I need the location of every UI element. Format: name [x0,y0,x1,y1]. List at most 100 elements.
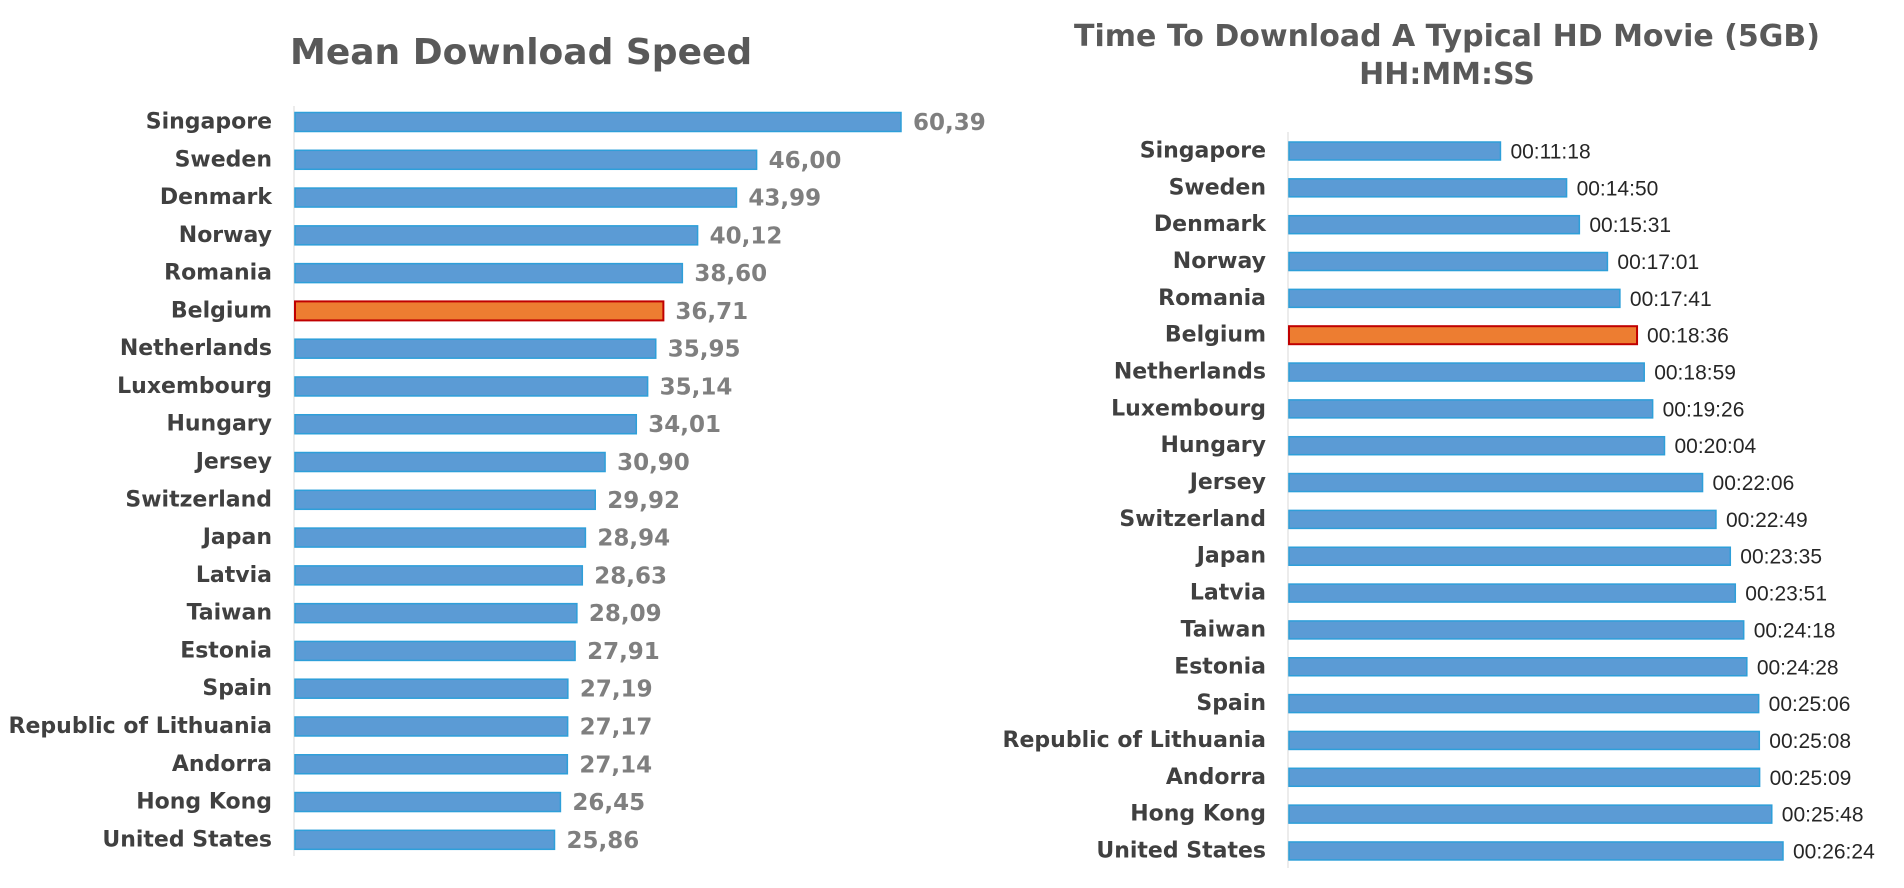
bar [1288,362,1645,382]
bar [1288,435,1666,456]
category-label: Norway [179,223,272,248]
bar [294,565,584,586]
data-label: 00:11:18 [1510,141,1590,164]
data-label: 00:23:35 [1740,546,1822,569]
data-label: 27,17 [580,714,653,740]
chart-subtitle: HH:MM:SS [1359,57,1535,92]
category-label: Jersey [194,450,272,475]
bar [294,187,738,208]
bar [294,829,556,851]
bar [294,716,569,737]
category-label: Belgium [1165,323,1266,348]
data-label: 00:15:31 [1589,214,1671,237]
bar [1288,251,1609,272]
category-label: Taiwan [1181,617,1266,642]
category-label: Netherlands [120,336,272,361]
category-label: Romania [164,261,272,286]
bar [1288,509,1717,530]
bar [1288,804,1773,824]
bar-highlight [294,300,665,322]
category-label: Luxembourg [1111,396,1266,421]
data-label: 38,60 [694,261,767,287]
category-label: Hungary [1160,433,1266,458]
category-label: Norway [1173,249,1266,274]
chart-hd-movie-download-time: Time To Download A Typical HD Movie (5GB… [990,0,1904,888]
data-label: 00:19:26 [1663,398,1745,421]
category-label: Belgium [171,298,272,323]
category-label: Andorra [172,752,272,777]
bar [294,149,758,171]
category-label: Romania [1158,286,1266,311]
bar [294,527,587,548]
category-label: Republic of Lithuania [1003,728,1266,753]
data-label: 40,12 [710,223,783,249]
data-label: 00:14:50 [1577,177,1659,200]
bar-chart-svg: Singapore 60,39 Sweden 46,00 Denmark 43,99 Nor… [9,106,986,856]
data-label: 00:24:28 [1757,656,1839,679]
category-label: United States [1096,838,1266,863]
bar [294,489,596,511]
bar [1288,546,1732,566]
category-label: Luxembourg [117,374,272,399]
bar [1288,399,1654,419]
data-label: 00:17:01 [1617,251,1699,274]
bar [1288,178,1568,198]
bar-chart-svg: Singapore 00:11:18 Sweden 00:14:50 Denmark 00… [1003,132,1875,868]
data-label: 25,86 [566,828,639,854]
bar [294,678,569,699]
category-label: Andorra [1166,765,1266,790]
category-label: Switzerland [125,487,272,512]
data-label: 35,95 [668,337,741,363]
bar [1288,214,1581,235]
data-label: 00:24:18 [1754,619,1836,642]
data-label: 29,92 [607,488,680,514]
data-label: 00:25:48 [1782,804,1864,827]
data-label: 00:18:36 [1647,325,1729,348]
data-label: 27,91 [587,639,660,665]
data-label: 43,99 [748,186,821,212]
bar [1288,620,1745,640]
data-label: 27,14 [579,752,652,778]
category-label: Republic of Lithuania [9,714,272,739]
category-label: Sweden [1169,175,1266,200]
category-label: Latvia [196,563,272,588]
data-label: 28,94 [597,526,670,552]
bar [1288,657,1748,677]
category-label: Estonia [1174,654,1266,679]
bar [294,754,569,775]
data-label: 00:25:09 [1770,767,1852,790]
data-label: 00:23:51 [1745,583,1827,606]
data-label: 00:25:06 [1769,693,1851,716]
data-label: 26,45 [572,790,645,816]
bar [294,451,606,473]
data-label: 34,01 [648,412,721,438]
data-label: 28,09 [589,601,662,627]
bar [1288,730,1761,751]
bar [1288,693,1760,714]
data-label: 00:20:04 [1674,435,1756,458]
category-label: Jersey [1188,470,1266,495]
category-label: Singapore [1140,139,1266,164]
bar [1288,288,1621,309]
category-label: Hungary [166,412,272,437]
bar [294,791,562,813]
data-label: 00:26:24 [1793,840,1875,863]
bar [294,602,578,624]
category-label: Japan [1195,544,1266,569]
category-label: Hong Kong [1130,802,1266,827]
data-label: 36,71 [675,299,748,325]
category-label: Netherlands [1114,360,1266,385]
category-label: Spain [202,676,272,701]
bar [1288,583,1737,603]
data-label: 60,39 [913,110,986,136]
bar [294,413,638,435]
category-label: Switzerland [1119,507,1266,532]
bar [1288,472,1704,493]
category-label: Singapore [146,110,272,135]
bar [1288,841,1784,861]
bar [294,262,684,284]
data-label: 00:17:41 [1630,288,1712,311]
category-label: Taiwan [187,601,272,626]
chart-mean-download-speed: Mean Download Speed Singapore 60,39 Sweden… [9,32,986,856]
bar-highlight [1288,325,1639,346]
